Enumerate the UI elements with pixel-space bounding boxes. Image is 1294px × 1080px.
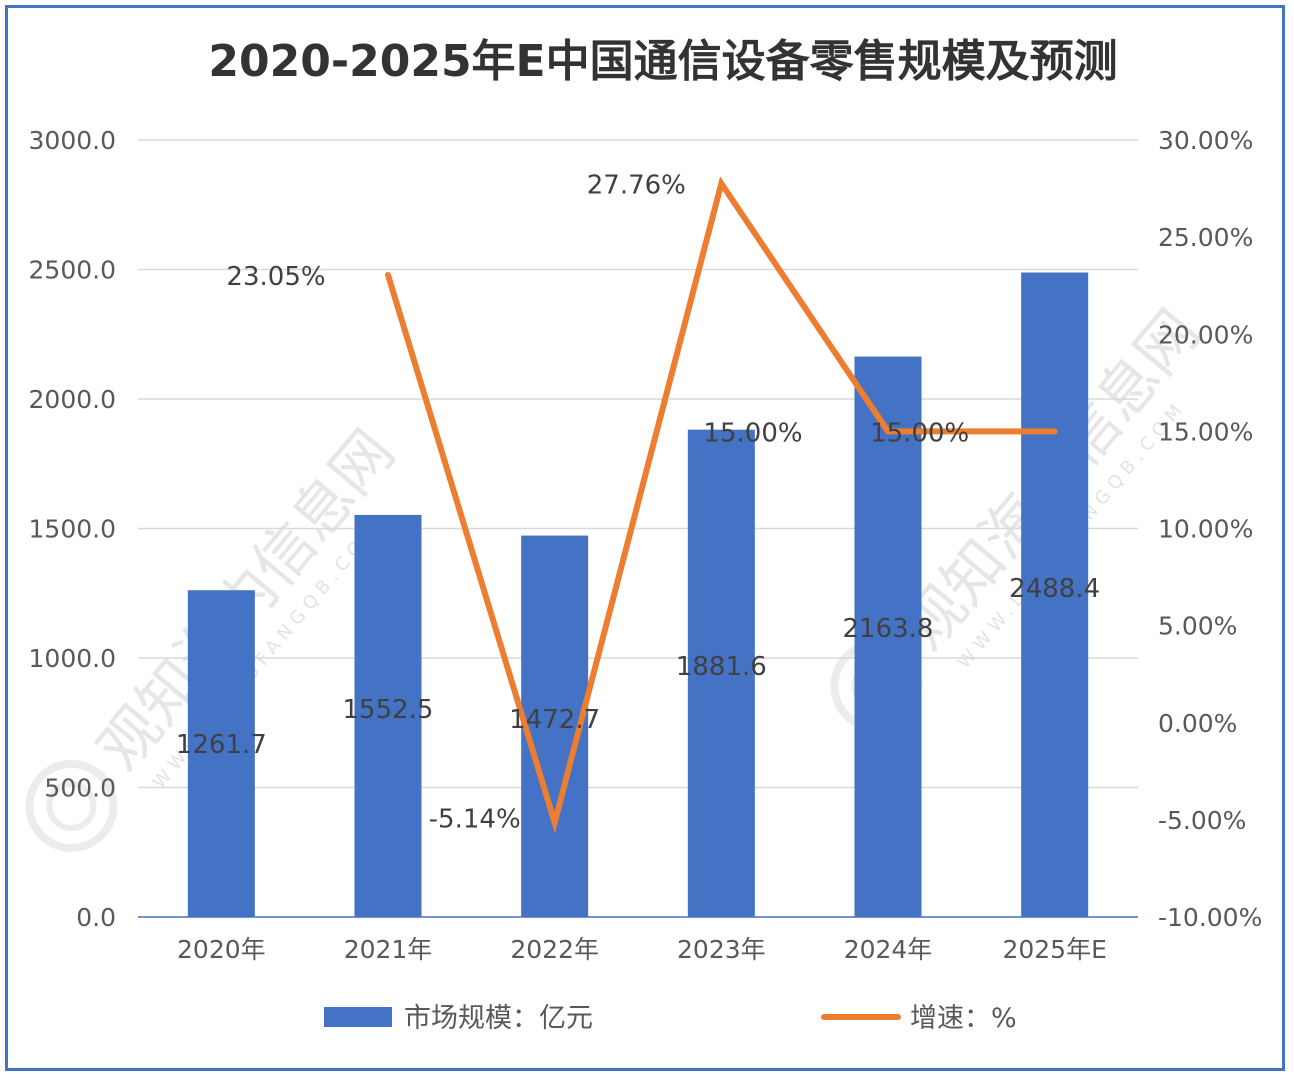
data-labels: 1261.7 1552.5 1472.7 1881.6 2163.8 2488.4 23.0… <box>176 171 1100 835</box>
line-value-label: 15.00% <box>703 418 802 448</box>
x-tick-label: 2020年 <box>177 935 266 964</box>
y-right-tick-label: 20.00% <box>1158 320 1253 349</box>
gridlines <box>138 139 1138 789</box>
y-left-tick-label: 1000.0 <box>29 644 116 673</box>
bar-value-label: 1472.7 <box>509 705 600 735</box>
y-right-tick-label: -5.00% <box>1158 806 1246 835</box>
x-tick-label: 2022年 <box>510 935 599 964</box>
y-right-tick-label: 10.00% <box>1158 515 1253 544</box>
axis-ticks: 0.0 500.0 1000.0 1500.0 2000.0 2500.0 3000.0 -1… <box>29 126 1263 964</box>
x-tick-label: 2024年 <box>844 935 933 964</box>
y-right-tick-label: -10.00% <box>1158 903 1262 932</box>
y-left-tick-label: 2000.0 <box>29 385 116 414</box>
legend-bar-label: 市场规模：亿元 <box>404 1003 593 1034</box>
bar <box>354 514 422 917</box>
line-value-label: 27.76% <box>587 171 686 201</box>
y-left-tick-label: 2500.0 <box>29 256 116 285</box>
line-value-label: -5.14% <box>429 805 521 835</box>
legend-bar-swatch <box>324 1007 392 1027</box>
legend: 市场规模：亿元 增速：% <box>324 1003 1017 1034</box>
bar <box>1021 272 1089 917</box>
legend-line-label: 增速：% <box>910 1003 1017 1034</box>
x-tick-label: 2025年E <box>1002 935 1106 964</box>
bar <box>854 356 922 917</box>
bar-series <box>187 272 1089 917</box>
bar-value-label: 2488.4 <box>1009 574 1100 604</box>
line-value-label: 15.00% <box>870 418 969 448</box>
bar-value-label: 1881.6 <box>676 652 767 682</box>
y-right-tick-label: 5.00% <box>1158 612 1237 641</box>
y-right-tick-label: 15.00% <box>1158 417 1253 446</box>
y-left-tick-label: 0.0 <box>76 903 116 932</box>
y-right-tick-label: 25.00% <box>1158 223 1253 252</box>
bar-value-label: 1552.5 <box>343 695 434 725</box>
x-tick-label: 2021年 <box>344 935 433 964</box>
y-left-tick-label: 3000.0 <box>29 126 116 155</box>
y-left-tick-label: 500.0 <box>44 774 116 803</box>
bar-value-label: 2163.8 <box>843 614 934 644</box>
bar-value-label: 1261.7 <box>176 730 267 760</box>
y-right-tick-label: 0.00% <box>1158 709 1237 738</box>
bar <box>687 429 755 917</box>
chart-title: 2020-2025年E中国通信设备零售规模及预测 <box>208 36 1117 87</box>
bar <box>187 590 255 917</box>
watermark-logo <box>25 759 118 852</box>
watermark-logo-inner <box>46 780 97 831</box>
line-series <box>385 176 1058 834</box>
y-left-tick-label: 1500.0 <box>29 515 116 544</box>
growth-line <box>385 176 1058 834</box>
x-tick-label: 2023年 <box>677 935 766 964</box>
line-value-label: 23.05% <box>226 262 325 292</box>
y-right-tick-label: 30.00% <box>1158 126 1253 155</box>
